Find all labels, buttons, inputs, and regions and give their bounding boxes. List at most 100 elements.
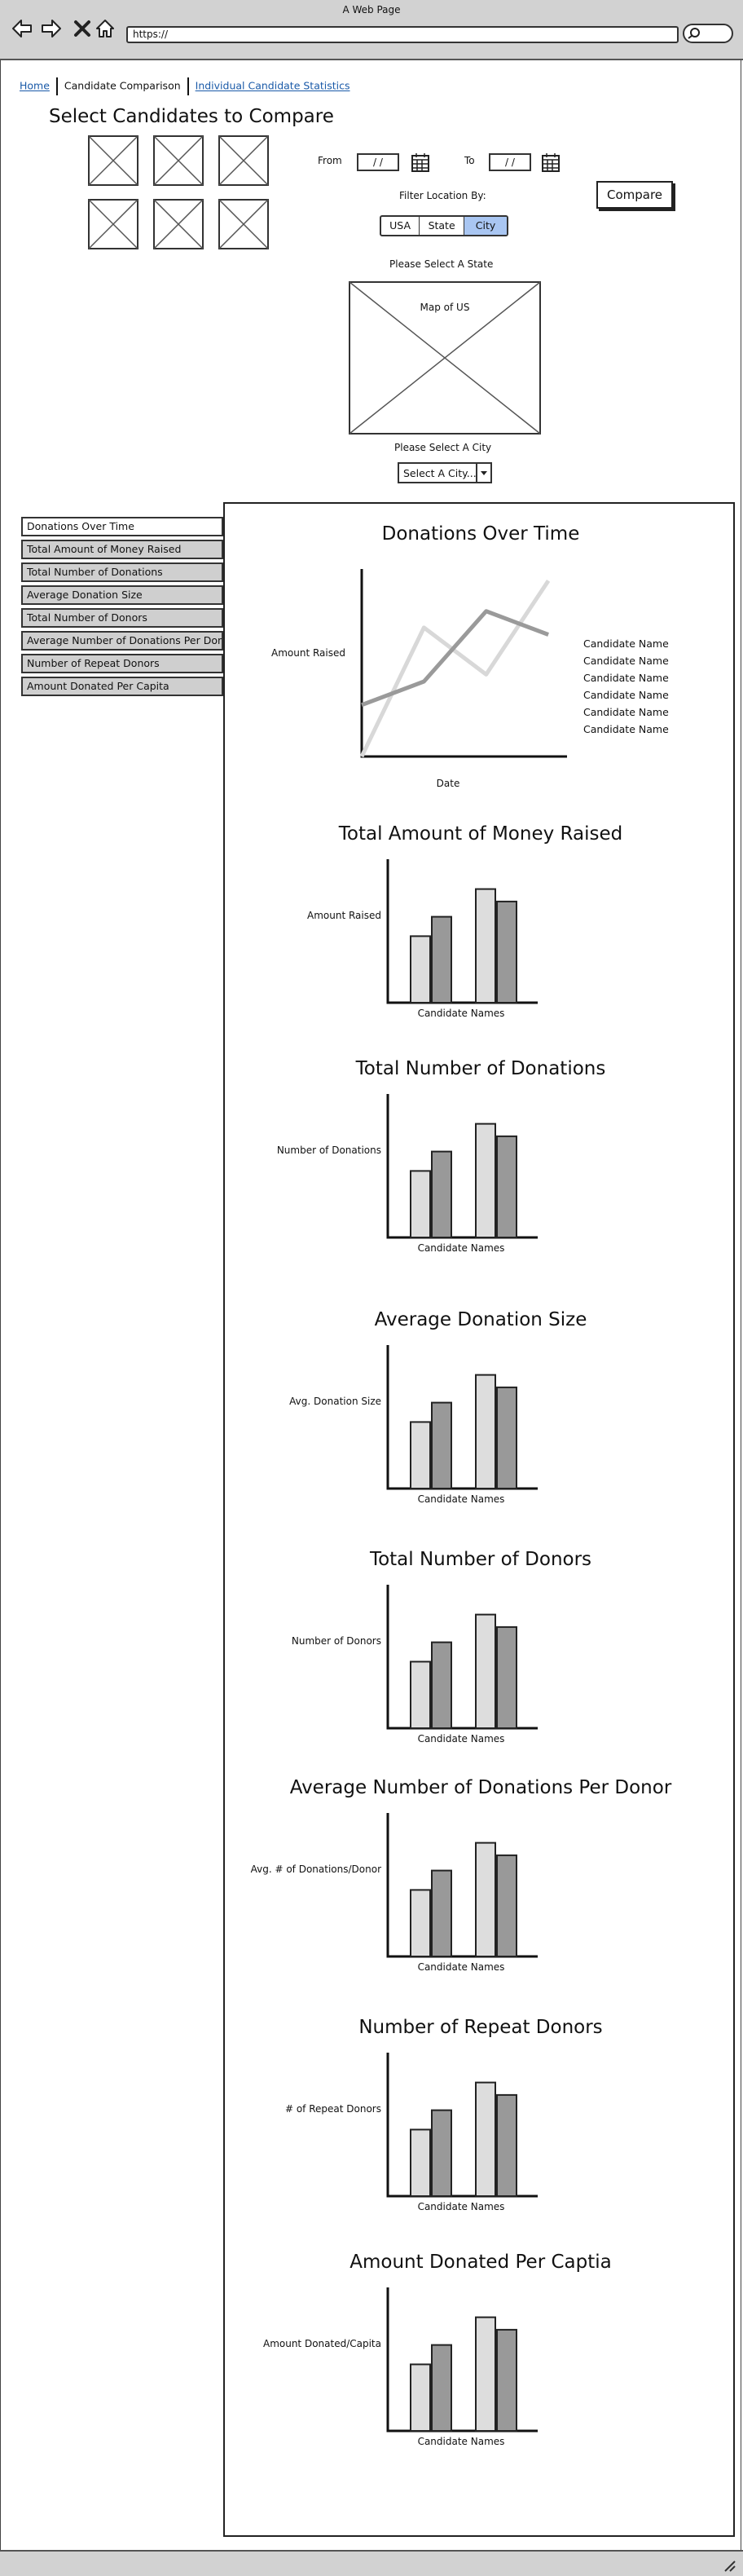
- breadcrumb-current: Candidate Comparison: [64, 79, 181, 92]
- candidate-image-slot[interactable]: [153, 135, 204, 186]
- candidate-image-slot[interactable]: [88, 199, 138, 249]
- browser-search-field[interactable]: [683, 24, 733, 43]
- y-axis-label: Amount Raised: [271, 647, 345, 659]
- bar: [475, 1613, 496, 1729]
- home-icon[interactable]: [95, 18, 116, 39]
- bar: [410, 935, 431, 1003]
- back-icon[interactable]: [11, 18, 33, 39]
- sidebar-item[interactable]: Amount Donated Per Capita: [21, 677, 223, 696]
- x-axis-label: Candidate Names: [417, 2201, 505, 2212]
- sidebar-item[interactable]: Number of Repeat Donors: [21, 654, 223, 673]
- candidate-image-slot[interactable]: [153, 199, 204, 249]
- sidebar-item[interactable]: Total Number of Donors: [21, 608, 223, 628]
- breadcrumb-separator: [55, 77, 58, 95]
- bar-chart: [386, 2053, 538, 2198]
- chart-title: Average Donation Size: [374, 1309, 587, 1330]
- bar-chart: [386, 1094, 538, 1239]
- y-axis-label: Amount Raised: [307, 910, 381, 921]
- chevron-down-icon: [481, 471, 487, 475]
- city-select-toggle[interactable]: [476, 464, 490, 482]
- y-axis-label: Number of Donations: [276, 1145, 381, 1156]
- bar: [410, 1889, 431, 1957]
- to-date-input[interactable]: / /: [489, 153, 531, 171]
- candidate-image-slot[interactable]: [218, 135, 269, 186]
- chart-title: Total Amount of Money Raised: [338, 823, 623, 845]
- bar: [431, 1401, 452, 1489]
- sidebar-item[interactable]: Average Number of Donations Per Donor: [21, 631, 223, 651]
- bar: [431, 1869, 452, 1957]
- sidebar-item[interactable]: Donations Over Time: [21, 517, 223, 536]
- legend-entry: Candidate Name: [583, 672, 669, 684]
- close-icon[interactable]: [72, 18, 93, 39]
- bar: [496, 1625, 517, 1729]
- legend-entry: Candidate Name: [583, 637, 669, 650]
- breadcrumb-home-link[interactable]: Home: [20, 79, 50, 92]
- y-axis-label: # of Repeat Donors: [284, 2103, 381, 2115]
- x-axis-label: Candidate Names: [417, 1493, 505, 1505]
- bar: [475, 1374, 496, 1489]
- bar: [475, 2316, 496, 2432]
- bar-chart: [386, 859, 538, 1004]
- bar: [410, 1170, 431, 1238]
- breadcrumb-separator: [187, 77, 189, 95]
- bar-chart: [386, 1345, 538, 1490]
- bar: [431, 1150, 452, 1238]
- x-axis-label: Candidate Names: [417, 1242, 505, 1254]
- to-label: To: [464, 155, 475, 166]
- series-line: [361, 609, 549, 708]
- candidate-image-slot[interactable]: [88, 135, 138, 186]
- sidebar-item[interactable]: Average Donation Size: [21, 585, 223, 605]
- filter-option-state[interactable]: State: [420, 217, 465, 235]
- search-icon: [688, 28, 700, 39]
- url-input[interactable]: https://: [126, 26, 679, 43]
- candidate-image-slot[interactable]: [218, 199, 269, 249]
- bar: [496, 1854, 517, 1957]
- bar: [496, 1135, 517, 1238]
- chart-title: Average Number of Donations Per Donor: [289, 1777, 672, 1798]
- calendar-icon[interactable]: [411, 152, 430, 173]
- map-label: Map of US: [420, 302, 470, 313]
- chart-title: Number of Repeat Donors: [358, 2017, 603, 2038]
- from-date-input[interactable]: / /: [357, 153, 399, 171]
- breadcrumb-stats-link[interactable]: Individual Candidate Statistics: [195, 79, 350, 92]
- chart-title: Donations Over Time: [381, 523, 580, 545]
- city-prompt: Please Select A City: [394, 442, 492, 453]
- breadcrumb: Home Candidate Comparison Individual Candi…: [20, 77, 350, 95]
- calendar-icon[interactable]: [541, 152, 561, 173]
- location-filter-toggle: USA State City: [380, 215, 508, 236]
- line-chart: [359, 569, 567, 758]
- bar: [431, 2344, 452, 2432]
- sidebar-item[interactable]: Total Number of Donations: [21, 562, 223, 582]
- legend-entry: Candidate Name: [583, 706, 669, 718]
- y-axis-label: Amount Donated/Capita: [262, 2338, 381, 2349]
- resize-grip-icon[interactable]: [722, 2560, 736, 2573]
- city-select-value: Select A City...: [403, 467, 477, 479]
- chart-title: Total Number of Donations: [355, 1058, 606, 1079]
- x-axis-label: Candidate Names: [417, 2436, 505, 2447]
- bar: [410, 1421, 431, 1489]
- bar: [410, 2363, 431, 2432]
- filter-label: Filter Location By:: [399, 190, 486, 201]
- filter-option-usa[interactable]: USA: [381, 217, 420, 235]
- us-map[interactable]: [349, 281, 541, 434]
- filter-option-city[interactable]: City: [464, 217, 507, 235]
- bar: [475, 2081, 496, 2197]
- x-axis-label: Candidate Names: [417, 1008, 505, 1019]
- x-axis-label: Candidate Names: [417, 1733, 505, 1745]
- bar: [496, 900, 517, 1003]
- forward-icon[interactable]: [41, 18, 62, 39]
- y-axis-label: Avg. # of Donations/Donor: [250, 1864, 381, 1875]
- bar: [496, 2328, 517, 2432]
- y-axis-label: Number of Donors: [291, 1635, 381, 1647]
- sidebar-item[interactable]: Total Amount of Money Raised: [21, 540, 223, 559]
- city-select[interactable]: Select A City...: [398, 462, 492, 483]
- bar: [431, 2109, 452, 2197]
- bar: [431, 915, 452, 1003]
- compare-button[interactable]: Compare: [596, 181, 673, 209]
- window-title: A Web Page: [342, 4, 401, 15]
- bar: [475, 888, 496, 1003]
- bar-chart: [386, 2287, 538, 2433]
- select-candidates-title: Select Candidates to Compare: [49, 106, 334, 127]
- browser-statusbar: [0, 2550, 743, 2576]
- from-label: From: [318, 155, 342, 166]
